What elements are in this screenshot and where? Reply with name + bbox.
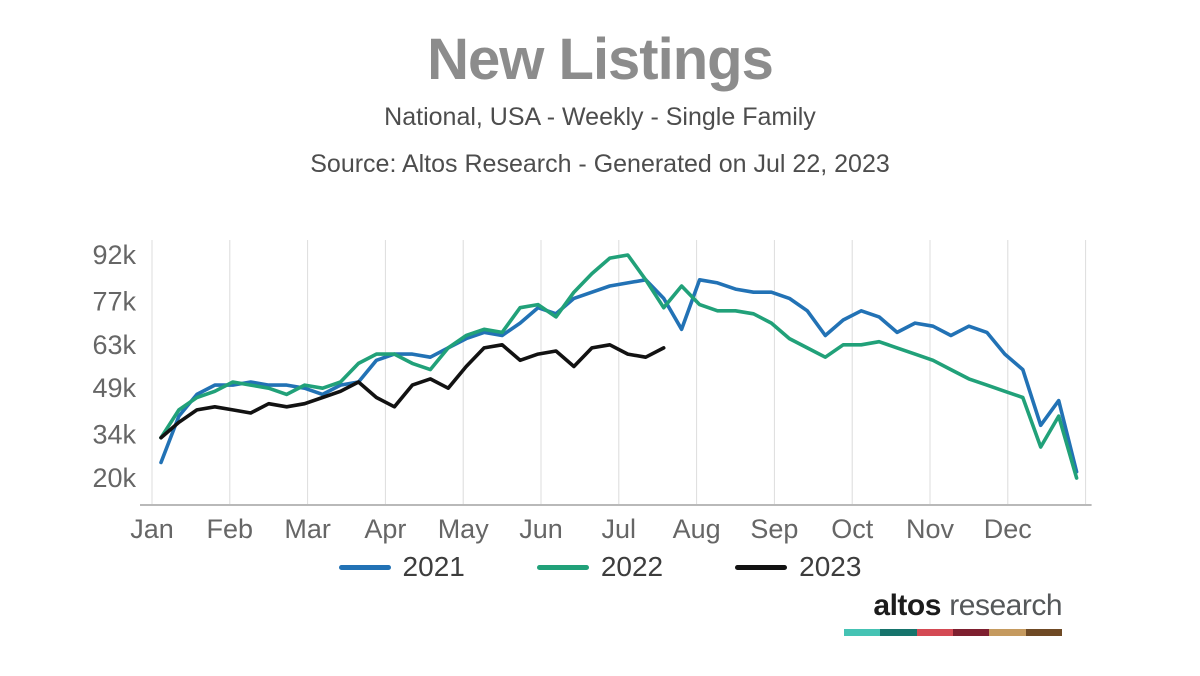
legend-label-2022: 2022 <box>600 551 664 582</box>
legend-item-2021: 2021 <box>338 551 465 583</box>
y-tick-34k: 34k <box>92 420 136 450</box>
series-line-2021 <box>159 277 1079 474</box>
x-tick-Dec: Dec <box>984 514 1032 544</box>
y-tick-49k: 49k <box>92 373 136 403</box>
logo-bar-segment-2 <box>880 629 917 636</box>
logo-bar-segment-4 <box>952 629 990 636</box>
legend-label-2021: 2021 <box>402 551 465 582</box>
logo-bar-segment-3 <box>916 629 953 636</box>
x-tick-Mar: Mar <box>284 514 331 544</box>
y-tick-77k: 77k <box>92 286 136 316</box>
logo-word-altos: altos <box>873 589 941 622</box>
x-tick-Sep: Sep <box>750 514 798 544</box>
legend-swatch-2023 <box>735 564 788 570</box>
x-tick-Jul: Jul <box>602 514 637 544</box>
legend-item-2022: 2022 <box>536 551 664 583</box>
x-tick-Aug: Aug <box>673 514 721 544</box>
x-tick-Oct: Oct <box>831 514 874 544</box>
logo-bar-segment-1 <box>844 629 881 636</box>
logo-word-research: research <box>949 589 1062 622</box>
y-tick-63k: 63k <box>92 330 136 360</box>
x-tick-Apr: Apr <box>364 514 406 544</box>
chart-source-line: Source: Altos Research - Generated on Ju… <box>310 149 890 178</box>
y-tick-20k: 20k <box>92 463 136 493</box>
y-tick-92k: 92k <box>92 240 136 270</box>
logo-bar-segment-6 <box>1025 629 1062 636</box>
chart-subtitle: National, USA - Weekly - Single Family <box>384 102 816 131</box>
x-tick-Nov: Nov <box>906 514 955 544</box>
x-tick-Feb: Feb <box>207 514 254 544</box>
legend-swatch-2022 <box>536 564 589 570</box>
chart-header: New Listings National, USA - Weekly - Si… <box>0 0 1200 179</box>
logo-color-bar <box>844 629 1062 636</box>
legend-label-2023: 2023 <box>799 551 862 582</box>
altos-research-logo: altos research <box>844 589 1062 636</box>
legend-swatch-2021 <box>338 564 391 570</box>
series-line-2023 <box>159 342 666 440</box>
x-tick-Jun: Jun <box>519 514 563 544</box>
x-tick-Jan: Jan <box>130 514 174 544</box>
chart-legend: 2021 2022 2023 <box>0 551 1200 583</box>
series-line-2022 <box>159 253 1079 480</box>
logo-bar-segment-5 <box>989 629 1026 636</box>
logo-text: altos research <box>844 589 1062 623</box>
chart-title: New Listings <box>427 27 774 92</box>
legend-item-2023: 2023 <box>735 551 861 583</box>
x-tick-May: May <box>438 514 490 544</box>
